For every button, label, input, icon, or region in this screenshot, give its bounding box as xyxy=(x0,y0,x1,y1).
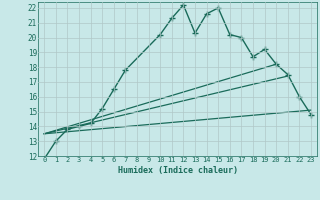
X-axis label: Humidex (Indice chaleur): Humidex (Indice chaleur) xyxy=(118,166,238,175)
